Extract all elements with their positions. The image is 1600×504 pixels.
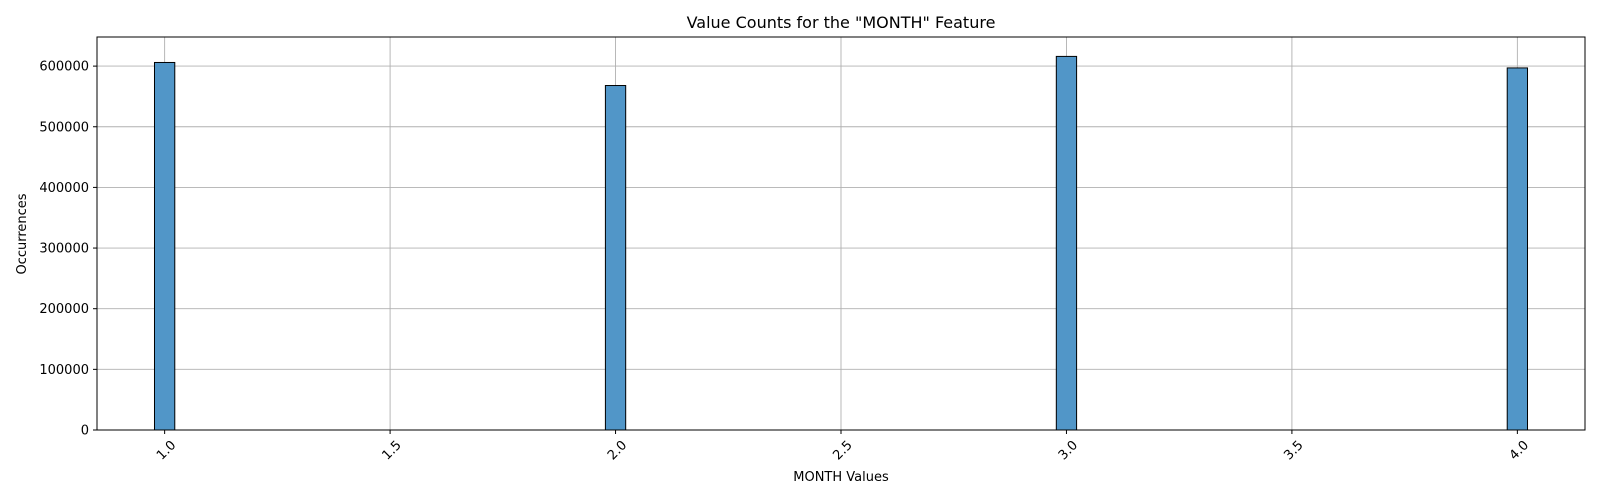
y-tick-label: 500000 bbox=[39, 120, 89, 135]
x-tick-label: 4.0 bbox=[1507, 438, 1532, 463]
y-tick-label: 0 bbox=[81, 424, 89, 439]
x-axis-ticks: 1.0 1.5 2.0 2.5 3.0 3.5 4.0 bbox=[154, 430, 1532, 463]
x-axis-label: MONTH Values bbox=[793, 470, 889, 485]
y-axis-label: Occurrences bbox=[15, 193, 30, 274]
grid-lines bbox=[97, 37, 1585, 431]
y-tick-label: 600000 bbox=[39, 60, 89, 75]
x-tick-label: 3.0 bbox=[1056, 438, 1081, 463]
x-tick-label: 2.0 bbox=[605, 438, 630, 463]
x-tick-label: 1.5 bbox=[379, 438, 404, 463]
x-tick-label: 2.5 bbox=[830, 438, 855, 463]
y-axis-ticks: 0 100000 200000 300000 400000 500000 600000 bbox=[39, 60, 97, 439]
histogram-bar bbox=[604, 85, 627, 431]
x-tick-label: 3.5 bbox=[1281, 438, 1306, 463]
histogram-bar bbox=[153, 61, 176, 431]
y-tick-label: 400000 bbox=[39, 181, 89, 196]
y-tick-label: 300000 bbox=[39, 242, 89, 257]
histogram-bar bbox=[1055, 55, 1078, 431]
histogram-bar bbox=[1506, 67, 1529, 431]
y-tick-label: 100000 bbox=[39, 363, 89, 378]
y-tick-label: 200000 bbox=[39, 302, 89, 317]
x-tick-label: 1.0 bbox=[154, 438, 179, 463]
chart-title: Value Counts for the "MONTH" Feature bbox=[687, 13, 996, 32]
